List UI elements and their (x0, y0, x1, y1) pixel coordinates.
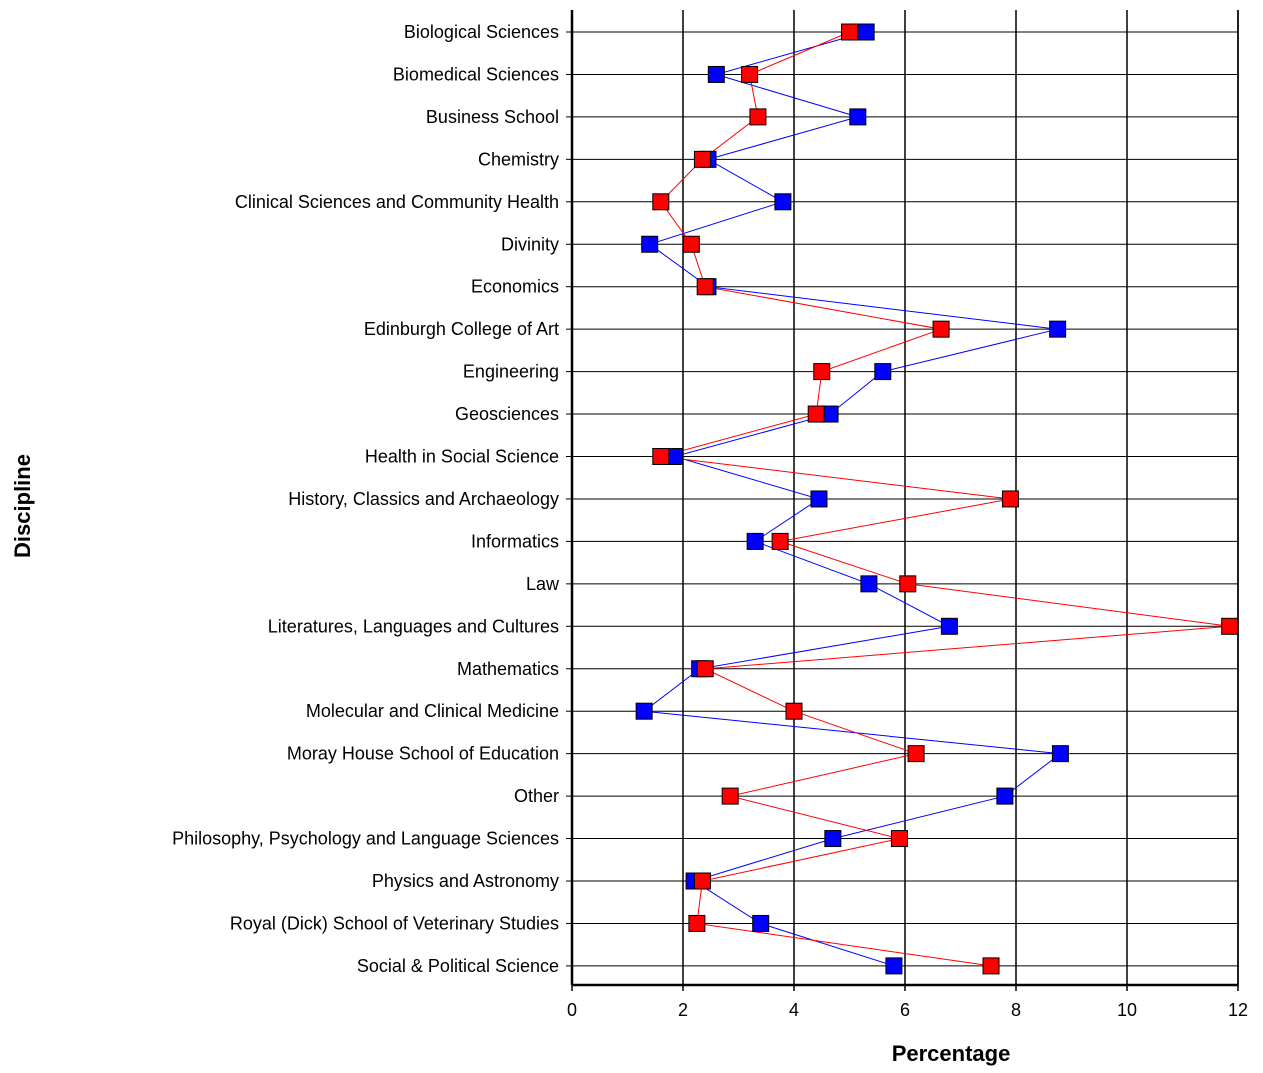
series-markers (635, 23, 1239, 975)
series-2-point (932, 320, 950, 338)
y-tick-label: Edinburgh College of Art (364, 319, 559, 339)
series-2-point (890, 830, 908, 848)
series-1-point (857, 23, 875, 41)
series-2-point (721, 787, 739, 805)
series-1-point (707, 65, 725, 83)
series-1-point (996, 787, 1014, 805)
series-2-point (785, 702, 803, 720)
series-2-point (682, 235, 700, 253)
series-2-point (696, 660, 714, 678)
series-2-point (807, 405, 825, 423)
series-1-point (860, 575, 878, 593)
y-tick-label: Physics and Astronomy (372, 871, 559, 891)
series-1-point (774, 193, 792, 211)
series-2-point (741, 65, 759, 83)
series-2-point (1001, 490, 1019, 508)
y-tick-label: Law (526, 574, 560, 594)
y-tick-label: Philosophy, Psychology and Language Scie… (172, 829, 559, 849)
y-tick-label: Other (514, 786, 559, 806)
y-tick-label: Royal (Dick) School of Veterinary Studie… (230, 913, 559, 933)
series-1-point (849, 108, 867, 126)
series-2-point (693, 872, 711, 890)
y-tick-label: Biological Sciences (404, 22, 559, 42)
series-1-point (1051, 745, 1069, 763)
x-tick-label: 0 (567, 1000, 577, 1020)
y-tick-label: Economics (471, 277, 559, 297)
y-tick-label: Moray House School of Education (287, 744, 559, 764)
y-tick-label: Mathematics (457, 659, 559, 679)
y-tick-label: Geosciences (455, 404, 559, 424)
y-tick-label: Clinical Sciences and Community Health (235, 192, 559, 212)
y-tick-label: History, Classics and Archaeology (288, 489, 559, 509)
series-2-point (771, 532, 789, 550)
x-tick-label: 10 (1117, 1000, 1137, 1020)
series-2-point (982, 957, 1000, 975)
x-tick-label: 2 (678, 1000, 688, 1020)
series-2-point (1221, 617, 1239, 635)
series-2-point (652, 193, 670, 211)
y-tick-label: Divinity (501, 234, 559, 254)
y-tick-label: Business School (426, 107, 559, 127)
x-tick-label: 8 (1011, 1000, 1021, 1020)
x-tick-label: 6 (900, 1000, 910, 1020)
y-tick-label: Biomedical Sciences (393, 64, 559, 84)
y-tick-label: Social & Political Science (357, 956, 559, 976)
series-2-point (813, 363, 831, 381)
series-1-point (824, 830, 842, 848)
series-1-point (752, 914, 770, 932)
y-tick-label: Health in Social Science (365, 447, 559, 467)
y-tick-label: Molecular and Clinical Medicine (306, 701, 559, 721)
series-1-point (1049, 320, 1067, 338)
axes (566, 10, 1239, 991)
y-tick-label: Informatics (471, 531, 559, 551)
series-1-point (641, 235, 659, 253)
labels: Biological Sciences Biomedical Sciences Bu… (172, 22, 1248, 1020)
series-1-point (940, 617, 958, 635)
x-tick-label: 12 (1228, 1000, 1248, 1020)
y-tick-label: Literatures, Languages and Cultures (268, 616, 559, 636)
series-2-point (749, 108, 767, 126)
x-axis-title: Percentage (892, 1041, 1011, 1066)
series-1-point (874, 363, 892, 381)
series-2-point (841, 23, 858, 41)
series-1-point (635, 702, 653, 720)
series-1-point (885, 957, 903, 975)
x-tick-label: 4 (789, 1000, 799, 1020)
series-2-point (899, 575, 917, 593)
series-1-point (810, 490, 828, 508)
series-2-point (652, 448, 670, 465)
series-2-point (688, 914, 706, 932)
y-tick-label: Engineering (463, 362, 559, 382)
series-2-point (693, 150, 711, 168)
y-tick-label: Chemistry (478, 149, 559, 169)
series-2-point (907, 745, 925, 763)
series-1-point (746, 532, 764, 550)
series-2-point (696, 278, 714, 296)
y-axis-title: Discipline (10, 454, 35, 558)
